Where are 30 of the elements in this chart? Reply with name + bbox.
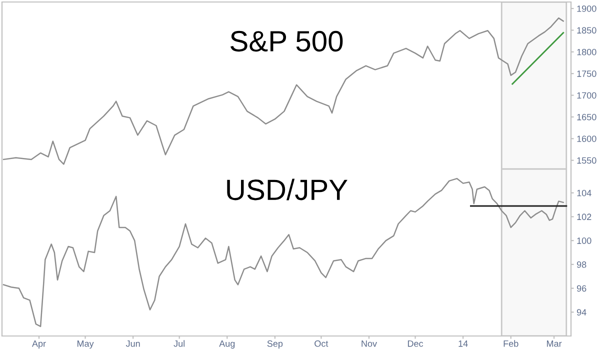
y-tick-label: 1750 [577,70,596,77]
line-series [2,17,564,165]
y-tick-label: 1650 [577,114,596,120]
x-tick-label: Nov [362,340,377,347]
y-tick-label: 96 [576,285,586,292]
x-tick-label: 14 [458,340,468,347]
y-tick-label: 1900 [577,5,596,12]
y-tick-label: 1550 [577,157,596,164]
x-tick-label: Oct [314,340,328,347]
y-tick-label: 1800 [577,48,596,56]
y-tick-label: 104 [577,190,592,196]
x-tick-label: Mar [547,340,562,347]
y-tick-label: 1850 [577,27,596,34]
text: S&P 500 [230,30,343,52]
x-tick-label: Jun [126,340,140,347]
y-tick-label: 100 [577,238,592,244]
y-tick-label: 1600 [577,136,596,142]
x-tick-label: May [77,340,94,349]
y-tick-label: 98 [576,261,586,268]
x-tick-label: Sep [267,340,283,349]
y-tick-label: 1700 [577,92,596,99]
chart-title: USD/JPY [227,178,348,200]
y-tick-label: 102 [577,214,592,220]
x-tick-label: Apr [32,340,46,349]
y-tick-label: 94 [576,309,586,316]
x-tick-label: Jul [174,340,184,347]
line-series [2,178,564,328]
x-tick-label: Aug [219,340,235,349]
x-tick-label: Dec [408,340,424,347]
x-tick-label: Feb [504,340,518,347]
